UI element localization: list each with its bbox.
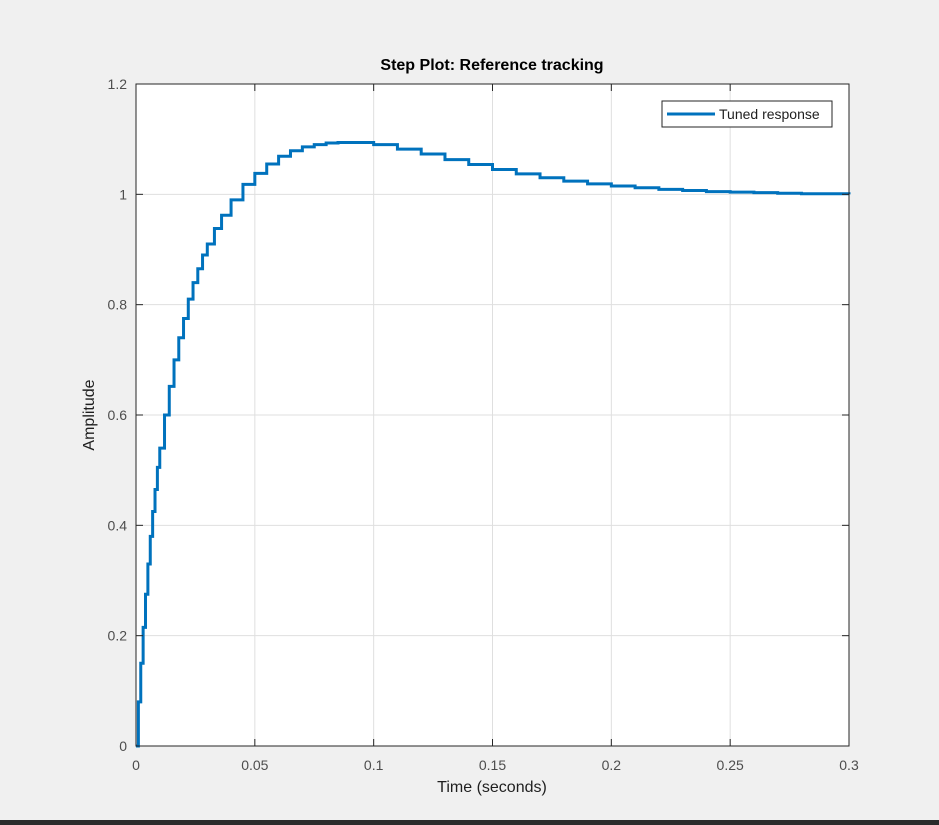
x-tick-label: 0.25 (717, 757, 744, 773)
y-tick-label: 1.2 (108, 76, 128, 92)
y-axis-label: Amplitude (81, 379, 98, 450)
x-tick-label: 0.15 (479, 757, 506, 773)
grid-lines (136, 84, 849, 746)
y-tick-label: 0 (119, 738, 127, 754)
x-axis-label: Time (seconds) (437, 779, 547, 796)
y-tick-label: 0.2 (108, 628, 128, 644)
x-tick-label: 0 (132, 757, 140, 773)
chart-title: Step Plot: Reference tracking (380, 57, 603, 74)
y-tick-label: 1 (119, 186, 127, 202)
y-tick-label: 0.6 (108, 407, 128, 423)
ticks (135, 83, 850, 747)
x-tick-label: 0.1 (364, 757, 384, 773)
legend-label-tuned-response: Tuned response (719, 106, 820, 122)
plot-lines (136, 140, 851, 748)
window-bottom-edge (0, 820, 939, 825)
x-tick-label: 0.05 (241, 757, 268, 773)
y-tick-label: 0.4 (108, 517, 128, 533)
legend[interactable]: Tuned response (661, 100, 833, 128)
y-tick-label: 0.8 (108, 297, 128, 313)
x-tick-label: 0.3 (839, 757, 859, 773)
x-tick-label: 0.2 (602, 757, 622, 773)
tick-labels: 0 0.05 0.1 0.15 0.2 0.25 0.3 0 0.2 0.4 0.6 0.8 1 1.2 (108, 76, 859, 773)
series-line-tuned-response (136, 140, 851, 748)
